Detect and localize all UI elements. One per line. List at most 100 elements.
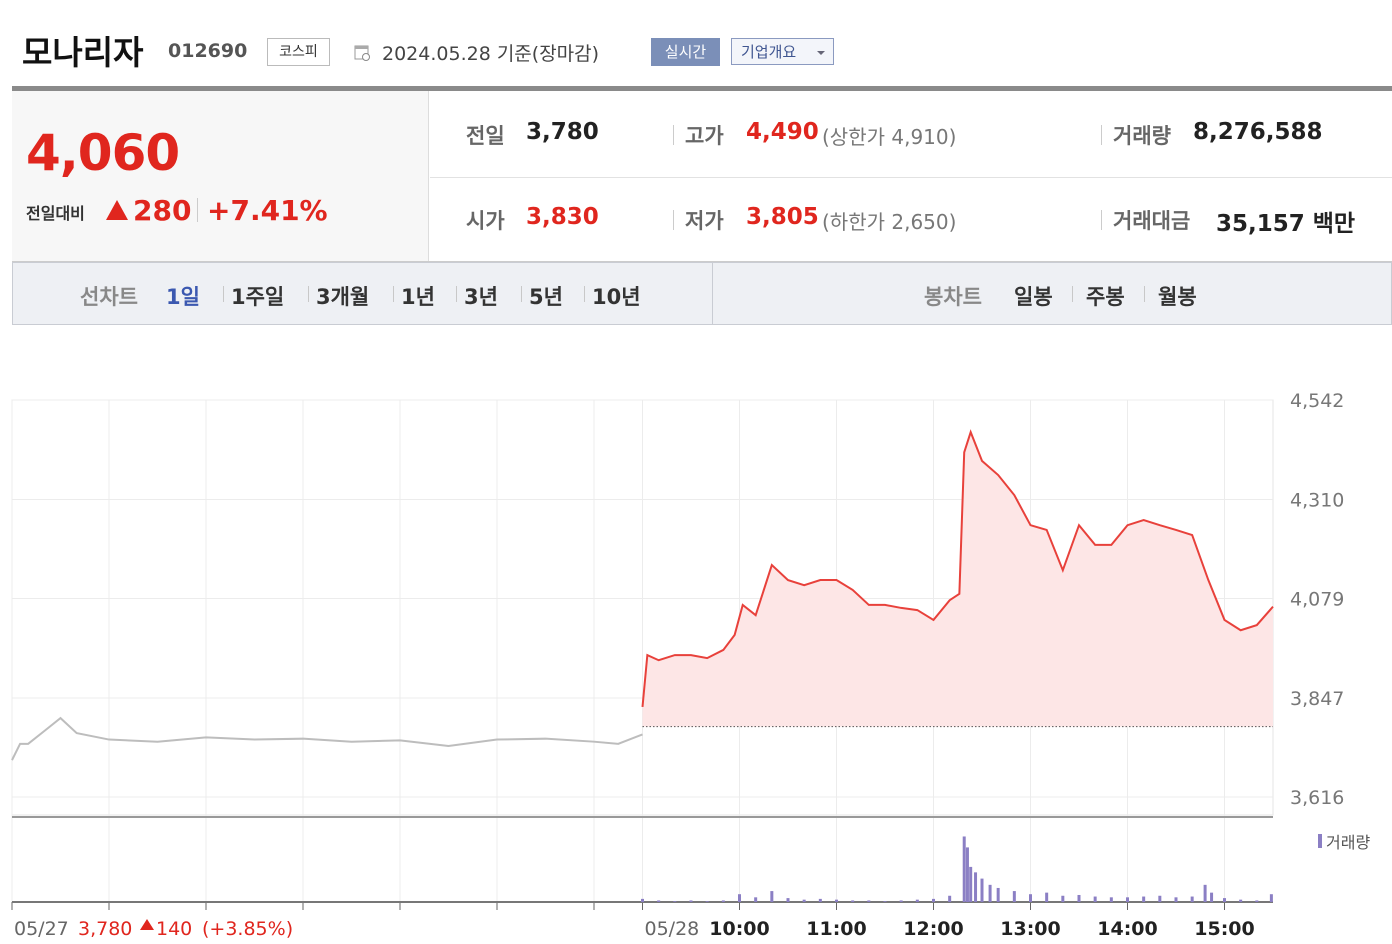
tab[interactable]: 주봉 — [1086, 285, 1125, 309]
stat-separator — [1101, 125, 1102, 145]
tab[interactable]: 3개월 — [316, 285, 370, 309]
tab-divider — [712, 263, 713, 324]
volume-bar — [965, 847, 969, 902]
price-line — [641, 429, 1274, 708]
current-price: 4,060 — [26, 124, 180, 182]
chart: 3,616 3,847 4,079 4,310 4,542 05/27 05/28 10:00… — [11, 390, 1370, 940]
volume-bar — [705, 901, 709, 902]
prev-rate: (+3.85%) — [202, 918, 293, 940]
stat-value: 3,805 — [746, 204, 819, 230]
price-panel — [12, 91, 429, 262]
y-tick-label: 4,079 — [1290, 588, 1344, 610]
volume-bar — [948, 895, 952, 902]
y-tick-label: 3,616 — [1290, 787, 1344, 809]
volume-bar — [738, 894, 741, 902]
stat-value: 8,276,588 — [1193, 119, 1323, 145]
stat-label: 거래대금 — [1113, 209, 1191, 233]
volume-bar — [1190, 896, 1194, 902]
volume-bar — [1203, 884, 1207, 902]
prev-close: 3,780 — [78, 918, 132, 940]
volume-bar — [721, 900, 725, 902]
volume-bar — [932, 898, 935, 902]
tab[interactable]: 3년 — [464, 285, 498, 309]
company-button[interactable]: 기업개요 — [731, 38, 834, 65]
tab-caption: 선차트 — [80, 285, 138, 309]
area — [642, 432, 1273, 727]
x-tick-label: 05/28 — [645, 918, 700, 940]
volume-bar — [915, 899, 919, 902]
volume-bar — [1077, 894, 1081, 902]
tab[interactable]: 1년 — [401, 285, 435, 309]
tab-separator — [1072, 286, 1073, 302]
stock-name: 모나리자 — [22, 33, 144, 72]
volume-bar — [867, 900, 871, 902]
stat-separator — [1101, 210, 1102, 230]
tab[interactable]: 10년 — [592, 285, 641, 309]
volume-bar — [962, 836, 966, 902]
stat-separator — [673, 210, 674, 230]
up-triangle — [140, 919, 154, 930]
stat-label: 거래량 — [1113, 124, 1171, 148]
stat-value: 35,157 백만 — [1216, 211, 1356, 237]
volume-bar — [1158, 895, 1162, 902]
realtime-button[interactable]: 실시간 — [651, 38, 720, 66]
stat-value: 3,830 — [526, 204, 599, 230]
volume-bar — [673, 901, 677, 902]
volume-bar — [899, 900, 903, 902]
volume-bar — [1012, 891, 1016, 902]
panel-bottom — [12, 261, 1392, 262]
volume-bar — [689, 900, 693, 902]
up-triangle — [106, 200, 128, 220]
volume-bar — [851, 900, 855, 902]
tab[interactable]: 일봉 — [1014, 285, 1053, 309]
top-rule — [12, 86, 1392, 91]
tab[interactable]: 월봉 — [1158, 285, 1197, 309]
change-label: 전일대비 — [26, 204, 85, 223]
volume-bar — [657, 900, 661, 902]
x-tick-label: 05/27 — [14, 918, 69, 940]
tab[interactable]: 5년 — [529, 285, 563, 309]
stat-value: 3,780 — [526, 119, 599, 145]
tab-separator — [308, 286, 309, 302]
volume-bar — [883, 901, 887, 902]
legend-label: 거래량 — [1326, 833, 1370, 852]
x-tick-label: 11:00 — [806, 918, 866, 940]
x-tick-label: 15:00 — [1194, 918, 1254, 940]
stat-separator — [673, 125, 674, 145]
dropdown-arrow — [817, 51, 825, 55]
tab-separator — [584, 286, 585, 302]
volume-bar — [786, 898, 790, 902]
x-tick-label: 14:00 — [1097, 918, 1157, 940]
stat-limit: (하한가 2,650) — [822, 210, 957, 234]
volume-bar — [754, 897, 758, 902]
prev-change: 140 — [156, 918, 192, 940]
volume-bar — [835, 899, 838, 902]
stat-label: 전일 — [466, 124, 505, 148]
volume-bar — [1174, 897, 1178, 902]
volume-bar — [1210, 892, 1214, 902]
tab-separator — [393, 286, 394, 302]
x-tick-label: 10:00 — [709, 918, 769, 940]
volume-bar — [1223, 898, 1226, 902]
change-rate: +7.41% — [207, 194, 328, 227]
volume-bar — [1239, 899, 1243, 902]
tab[interactable]: 1주일 — [231, 285, 285, 309]
volume-bar — [1269, 894, 1273, 902]
volume-bar — [1045, 892, 1049, 902]
legend-swatch — [1318, 834, 1322, 848]
separator — [197, 198, 198, 222]
stat-value: 4,490 — [746, 119, 819, 145]
stat-label: 고가 — [685, 124, 724, 148]
volume-bar — [1109, 897, 1113, 902]
base-date: 2024.05.28 기준(장마감) — [382, 43, 600, 65]
price-line — [11, 716, 643, 761]
tab[interactable]: 1일 — [166, 285, 200, 309]
stat-label: 시가 — [466, 209, 505, 233]
company-button-label[interactable]: 기업개요 — [741, 43, 797, 61]
volume-bar — [641, 898, 644, 902]
volume-bar — [802, 899, 806, 902]
x-tick-label: 13:00 — [1000, 918, 1060, 940]
volume-bar — [1255, 900, 1259, 902]
stat-label: 저가 — [685, 209, 724, 233]
